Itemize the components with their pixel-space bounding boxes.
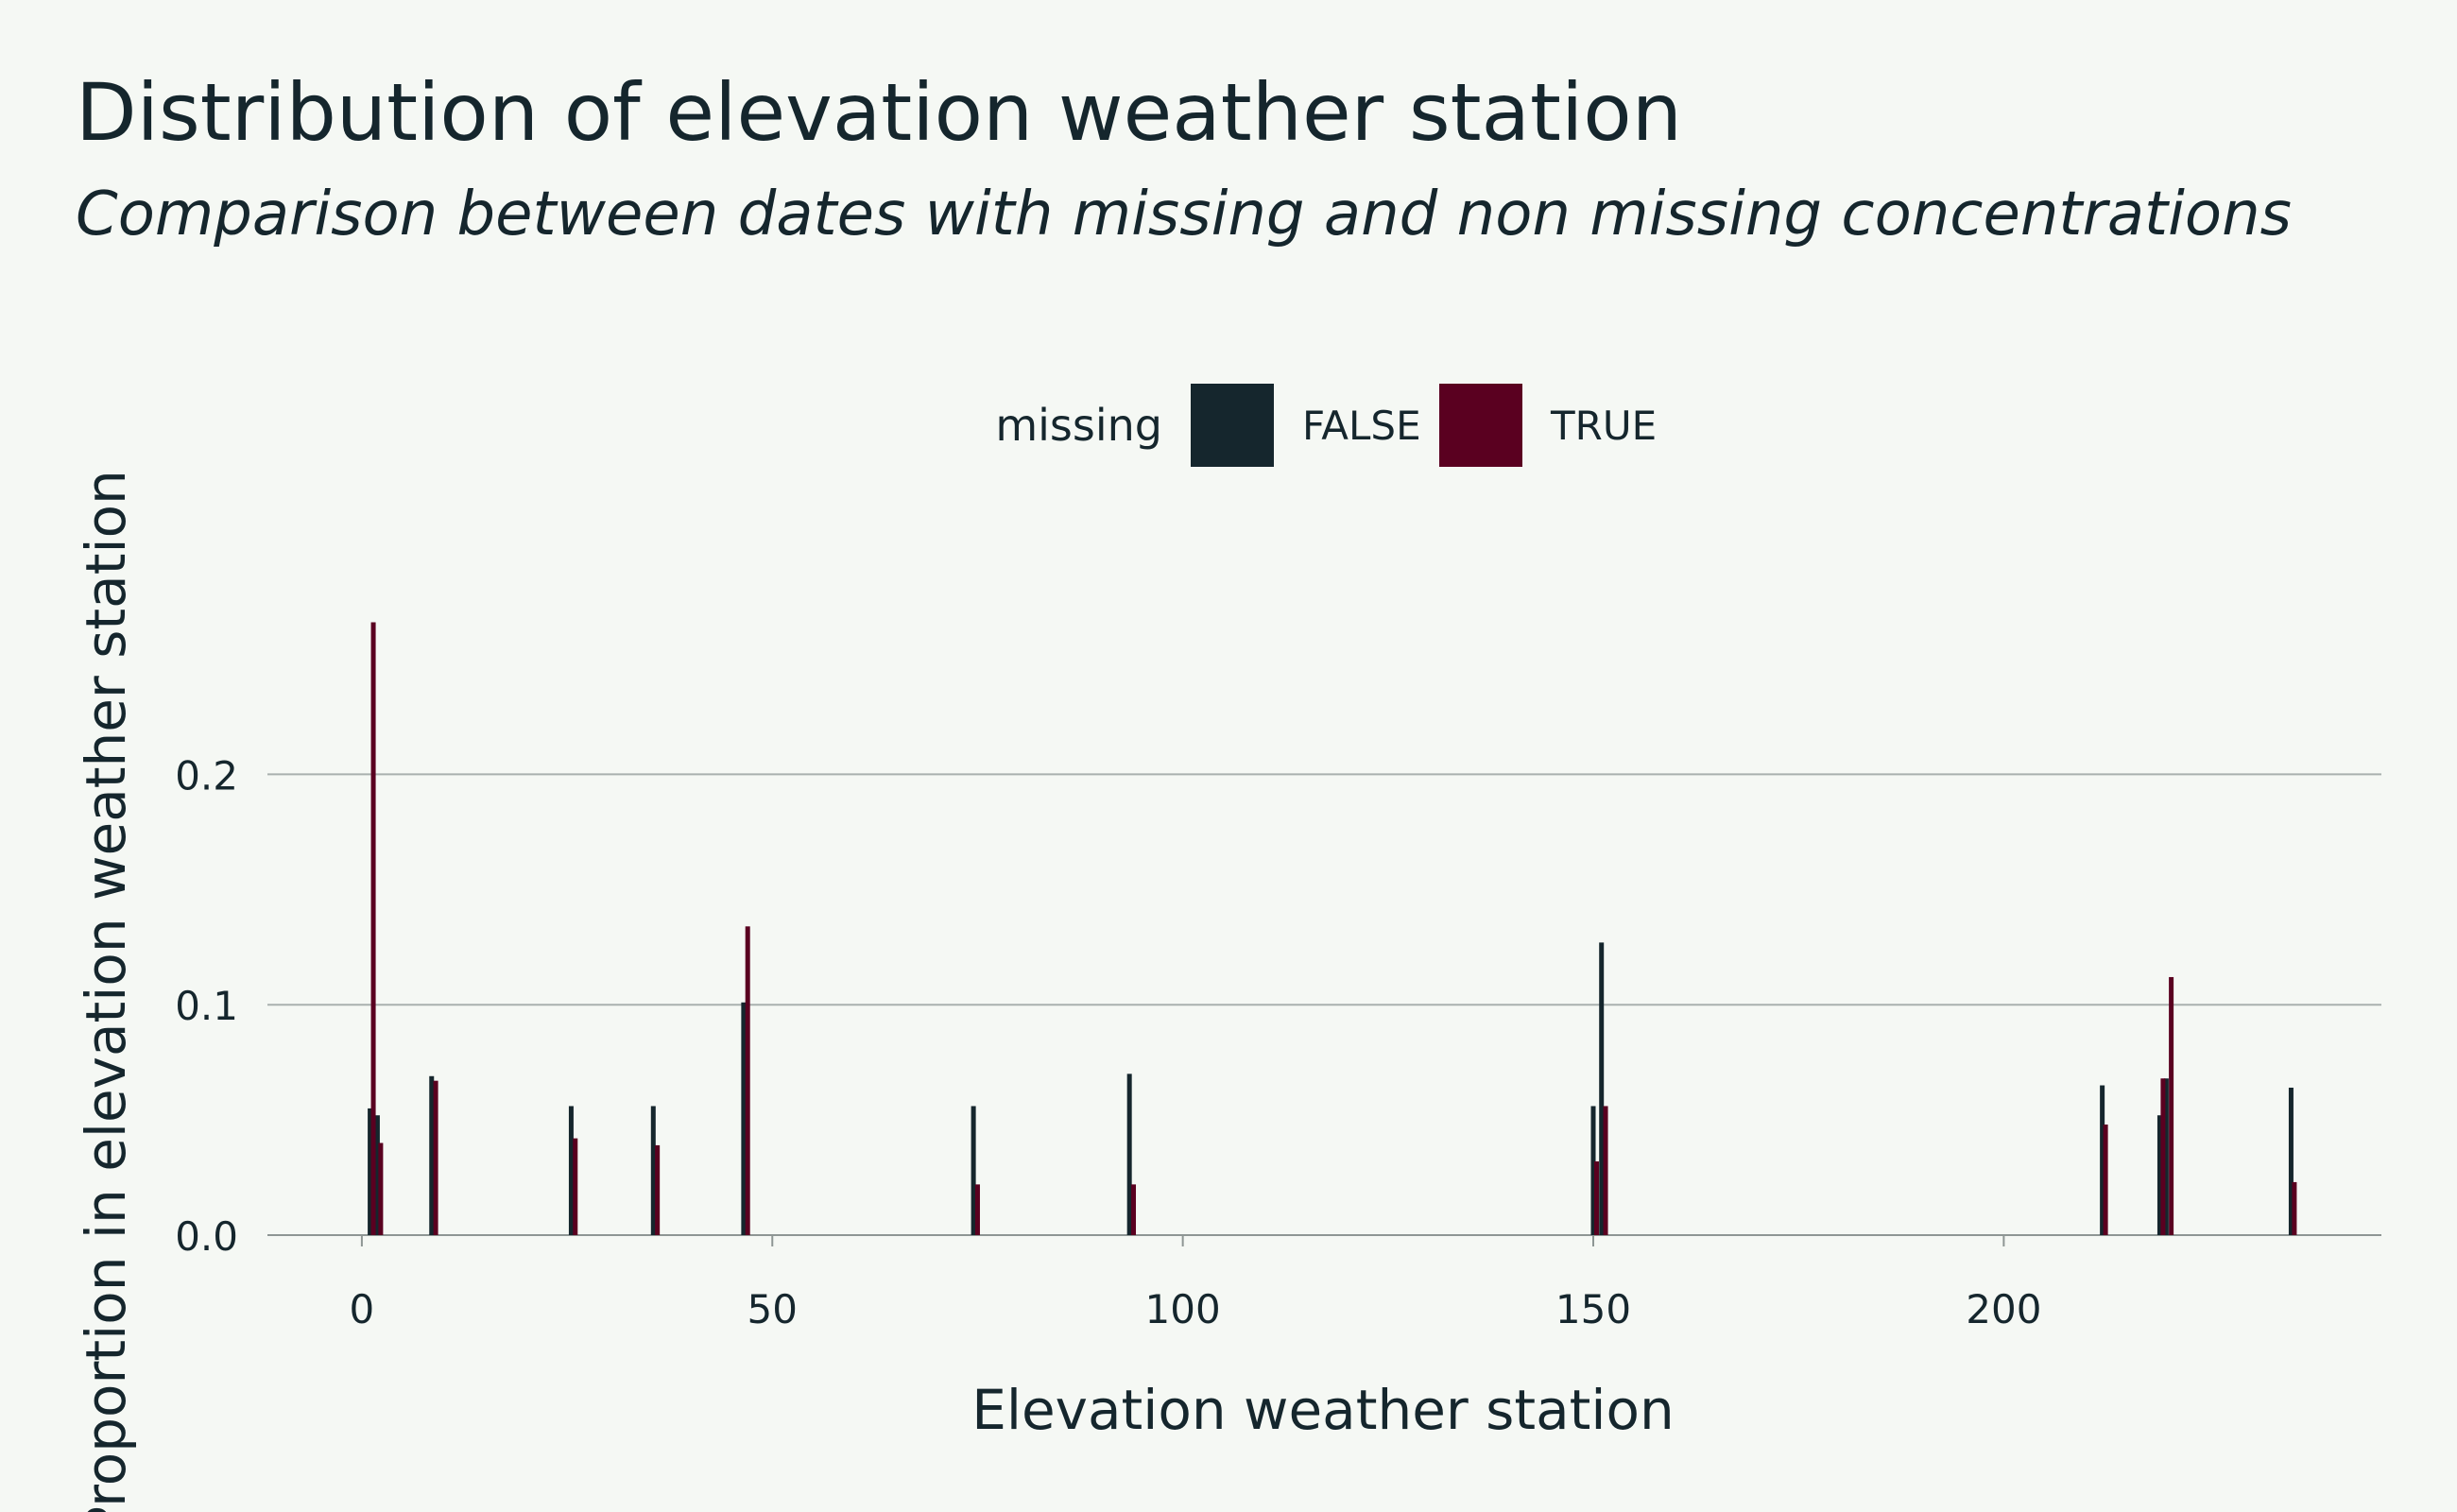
bar-false bbox=[568, 1106, 574, 1235]
x-axis-label: Elevation weather station bbox=[971, 1378, 1675, 1442]
chart-title: Distribution of elevation weather statio… bbox=[76, 66, 1682, 159]
y-tick-label: 0.2 bbox=[175, 752, 238, 799]
bar-false bbox=[971, 1106, 976, 1235]
grid bbox=[267, 773, 2381, 1236]
bar-false bbox=[1590, 1106, 1596, 1235]
legend: missing FALSE TRUE bbox=[995, 384, 1657, 467]
y-axis-label: Proportion in elevation weather station bbox=[74, 470, 138, 1512]
bar-false bbox=[429, 1075, 435, 1235]
bar-true bbox=[1593, 1160, 1599, 1235]
bar-true bbox=[745, 926, 750, 1235]
bar-true bbox=[573, 1138, 578, 1235]
x-tick-label: 150 bbox=[1555, 1286, 1631, 1332]
bar-false bbox=[2156, 1115, 2162, 1235]
legend-key-false bbox=[1191, 384, 1274, 467]
bar-false bbox=[1126, 1074, 1132, 1235]
x-axis: 0 50 100 150 200 bbox=[350, 1235, 2041, 1332]
bar-false bbox=[374, 1115, 380, 1235]
x-tick-label: 200 bbox=[1966, 1286, 2041, 1332]
bar-true bbox=[974, 1184, 980, 1235]
x-tick-label: 50 bbox=[747, 1286, 798, 1332]
bar-true bbox=[2292, 1181, 2297, 1235]
bar-true bbox=[433, 1080, 438, 1235]
y-axis: 0.0 0.1 0.2 bbox=[175, 752, 238, 1260]
bars bbox=[368, 622, 2297, 1235]
bar-false bbox=[2100, 1085, 2105, 1235]
legend-label-true: TRUE bbox=[1550, 403, 1657, 449]
x-tick-label: 0 bbox=[350, 1286, 375, 1332]
legend-key-true bbox=[1439, 384, 1522, 467]
bar-true bbox=[378, 1143, 384, 1235]
bar-true bbox=[2160, 1078, 2166, 1235]
legend-title: missing bbox=[995, 400, 1162, 451]
bar-false bbox=[650, 1106, 656, 1235]
bar-false bbox=[2288, 1087, 2294, 1235]
bar-false bbox=[1599, 942, 1605, 1235]
legend-label-false: FALSE bbox=[1302, 403, 1421, 449]
bar-true bbox=[2103, 1124, 2108, 1235]
y-tick-label: 0.0 bbox=[175, 1213, 238, 1260]
bar-false bbox=[741, 1002, 747, 1235]
bar-true bbox=[1603, 1106, 1608, 1235]
bar-false bbox=[2163, 1078, 2169, 1235]
x-tick-label: 100 bbox=[1145, 1286, 1221, 1332]
y-tick-label: 0.1 bbox=[175, 983, 238, 1029]
bar-true bbox=[655, 1144, 661, 1235]
bar-false bbox=[368, 1108, 373, 1235]
bar-true bbox=[2169, 976, 2174, 1235]
bar-true bbox=[1131, 1184, 1137, 1235]
chart-subtitle: Comparison between dates with missing an… bbox=[76, 180, 2292, 249]
bar-true bbox=[370, 622, 376, 1235]
